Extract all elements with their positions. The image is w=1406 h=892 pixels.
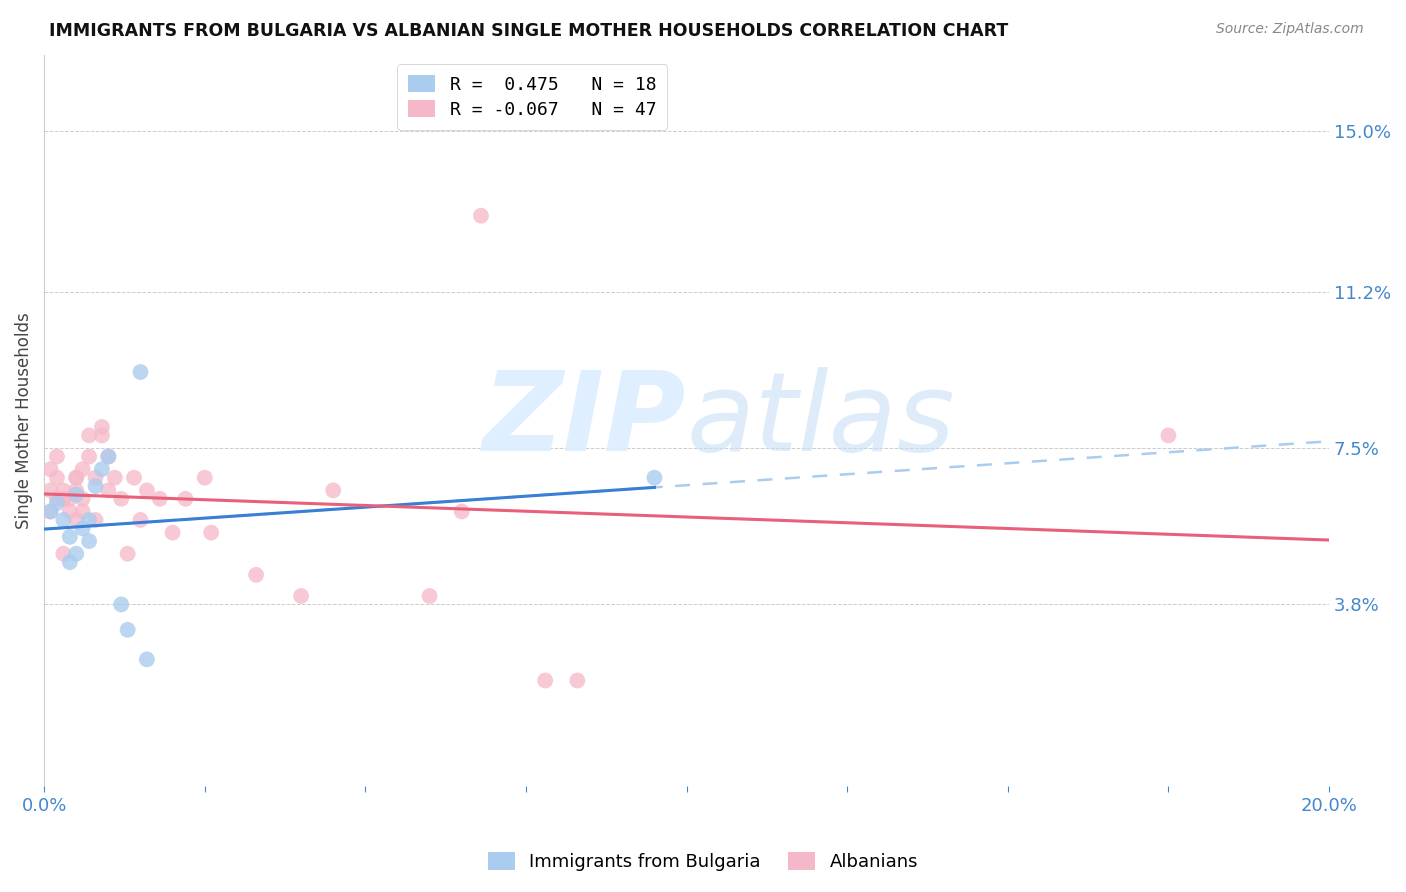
Point — [470, 209, 492, 223]
Point — [104, 471, 127, 485]
Point — [122, 471, 145, 485]
Point — [135, 652, 157, 666]
Point — [90, 428, 112, 442]
Point — [72, 491, 94, 506]
Y-axis label: Single Mother Households: Single Mother Households — [15, 312, 32, 529]
Text: Source: ZipAtlas.com: Source: ZipAtlas.com — [1216, 22, 1364, 37]
Point — [534, 673, 557, 688]
Legend: R =  0.475   N = 18, R = -0.067   N = 47: R = 0.475 N = 18, R = -0.067 N = 47 — [398, 64, 668, 129]
Point — [39, 504, 62, 518]
Point — [129, 513, 152, 527]
Point — [90, 420, 112, 434]
Point — [117, 547, 139, 561]
Point — [59, 504, 82, 518]
Point — [72, 504, 94, 518]
Point — [322, 483, 344, 498]
Point — [450, 504, 472, 518]
Point — [59, 555, 82, 569]
Point — [39, 504, 62, 518]
Point — [77, 428, 100, 442]
Point — [77, 513, 100, 527]
Point — [110, 598, 132, 612]
Point — [65, 483, 87, 498]
Point — [39, 483, 62, 498]
Point — [84, 513, 107, 527]
Text: ZIP: ZIP — [484, 368, 686, 475]
Text: atlas: atlas — [686, 368, 955, 475]
Point — [110, 491, 132, 506]
Point — [65, 471, 87, 485]
Point — [90, 462, 112, 476]
Point — [567, 673, 589, 688]
Point — [72, 521, 94, 535]
Point — [46, 491, 69, 506]
Point — [46, 496, 69, 510]
Point — [97, 483, 120, 498]
Text: IMMIGRANTS FROM BULGARIA VS ALBANIAN SINGLE MOTHER HOUSEHOLDS CORRELATION CHART: IMMIGRANTS FROM BULGARIA VS ALBANIAN SIN… — [49, 22, 1008, 40]
Point — [245, 567, 267, 582]
Point — [1157, 428, 1180, 442]
Point — [149, 491, 172, 506]
Point — [52, 513, 75, 527]
Point — [65, 513, 87, 527]
Point — [72, 462, 94, 476]
Point — [52, 491, 75, 506]
Point — [46, 471, 69, 485]
Point — [77, 534, 100, 549]
Point — [84, 479, 107, 493]
Point — [59, 491, 82, 506]
Point — [162, 525, 184, 540]
Point — [46, 450, 69, 464]
Point — [52, 491, 75, 506]
Point — [65, 471, 87, 485]
Point — [129, 365, 152, 379]
Point — [59, 530, 82, 544]
Point — [84, 471, 107, 485]
Point — [97, 450, 120, 464]
Point — [200, 525, 222, 540]
Point — [117, 623, 139, 637]
Point — [77, 450, 100, 464]
Point — [65, 547, 87, 561]
Point — [194, 471, 217, 485]
Point — [97, 450, 120, 464]
Point — [419, 589, 441, 603]
Point — [290, 589, 312, 603]
Point — [39, 462, 62, 476]
Point — [52, 483, 75, 498]
Point — [52, 547, 75, 561]
Point — [643, 471, 665, 485]
Point — [174, 491, 197, 506]
Point — [135, 483, 157, 498]
Legend: Immigrants from Bulgaria, Albanians: Immigrants from Bulgaria, Albanians — [481, 846, 925, 879]
Point — [65, 487, 87, 501]
